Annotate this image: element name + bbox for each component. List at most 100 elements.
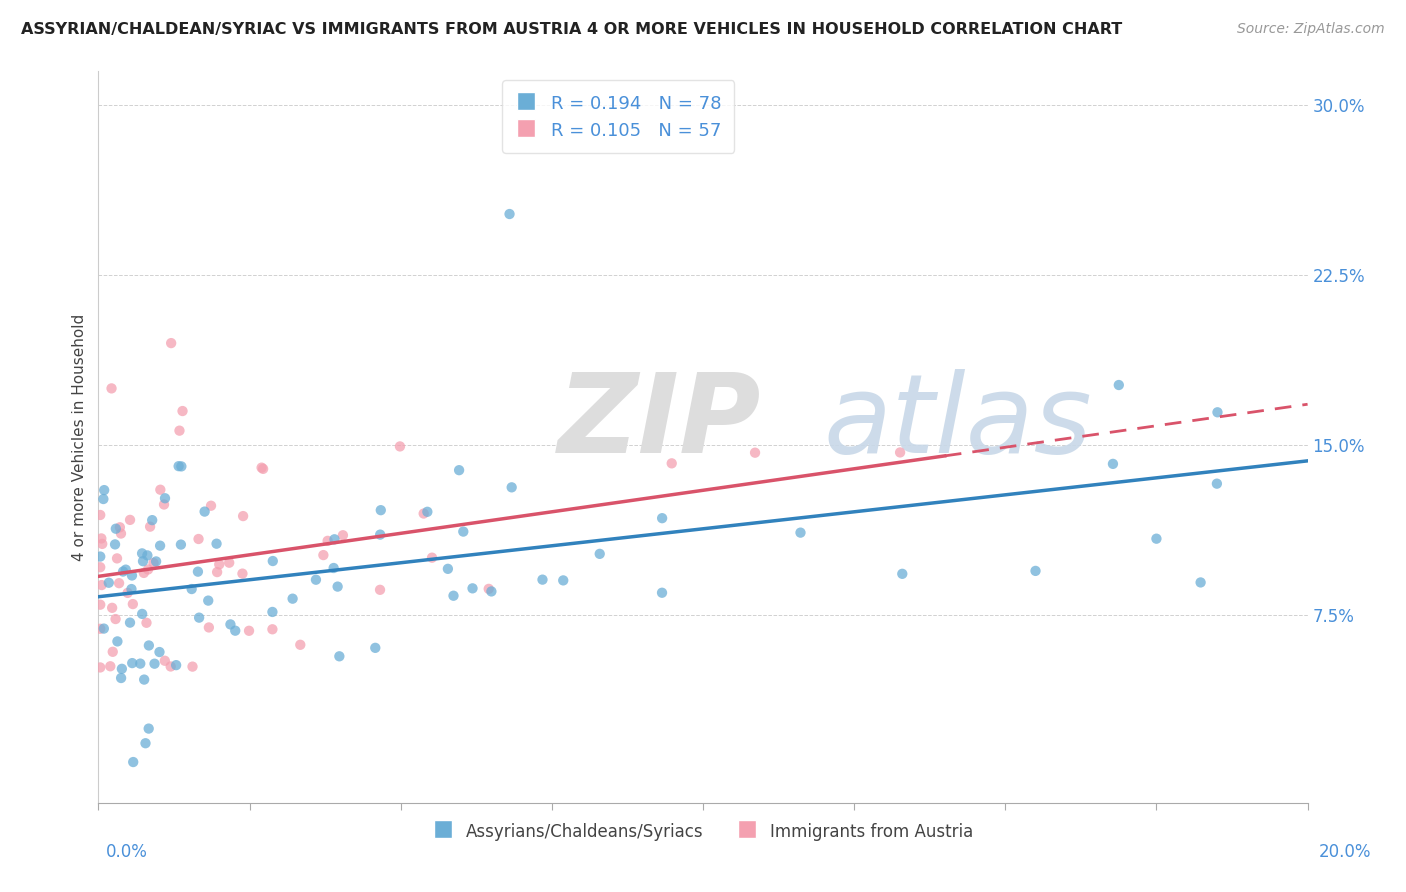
Point — [136, 549, 159, 563]
Point — [112, 565, 135, 579]
Point — [121, 568, 143, 582]
Point — [153, 654, 176, 668]
Point — [218, 556, 240, 570]
Point — [181, 659, 204, 673]
Point — [131, 607, 153, 621]
Point — [91, 537, 114, 551]
Point — [134, 736, 156, 750]
Point — [138, 722, 160, 736]
Point — [651, 586, 673, 600]
Point — [104, 522, 127, 536]
Point — [368, 582, 391, 597]
Point — [165, 658, 187, 673]
Point — [180, 582, 202, 596]
Point — [262, 554, 284, 568]
Point — [453, 524, 475, 539]
Point — [93, 622, 115, 636]
Text: ZIP: ZIP — [558, 369, 762, 476]
Point — [149, 483, 172, 497]
Point — [449, 463, 471, 477]
Point — [167, 459, 190, 474]
Point — [89, 549, 111, 564]
Point — [90, 578, 112, 592]
Text: ASSYRIAN/CHALDEAN/SYRIAC VS IMMIGRANTS FROM AUSTRIA 4 OR MORE VEHICLES IN HOUSEH: ASSYRIAN/CHALDEAN/SYRIAC VS IMMIGRANTS F… — [21, 22, 1122, 37]
Point — [149, 539, 172, 553]
Point — [1108, 378, 1130, 392]
Point — [416, 505, 439, 519]
Point — [290, 638, 312, 652]
Point — [121, 656, 143, 670]
Point — [111, 662, 134, 676]
Point — [661, 456, 683, 470]
Point — [134, 673, 156, 687]
Point — [326, 580, 349, 594]
Point — [498, 207, 520, 221]
Point — [651, 511, 673, 525]
Point — [1189, 575, 1212, 590]
Point — [89, 598, 111, 612]
Point — [104, 612, 127, 626]
Point — [118, 513, 141, 527]
Y-axis label: 4 or more Vehicles in Household: 4 or more Vehicles in Household — [72, 313, 87, 561]
Point — [501, 480, 523, 494]
Point — [589, 547, 612, 561]
Point — [208, 558, 231, 572]
Point — [98, 659, 121, 673]
Point — [205, 537, 228, 551]
Point — [305, 573, 328, 587]
Point — [316, 533, 339, 548]
Point — [188, 610, 211, 624]
Point — [370, 503, 392, 517]
Point — [232, 509, 254, 524]
Point — [889, 445, 911, 459]
Point — [224, 624, 246, 638]
Point — [322, 561, 344, 575]
Point — [141, 513, 163, 527]
Point — [170, 459, 193, 474]
Point — [238, 624, 260, 638]
Point — [89, 560, 111, 574]
Point — [252, 462, 274, 476]
Point — [437, 562, 460, 576]
Point — [100, 381, 122, 395]
Point — [332, 528, 354, 542]
Point — [153, 491, 176, 506]
Point — [104, 537, 127, 551]
Point — [250, 460, 273, 475]
Point — [172, 404, 194, 418]
Point — [744, 446, 766, 460]
Point — [139, 519, 162, 533]
Point — [129, 657, 152, 671]
Point — [1206, 476, 1229, 491]
Point — [136, 562, 159, 576]
Point — [789, 525, 811, 540]
Point — [121, 597, 143, 611]
Point — [143, 657, 166, 671]
Legend: Assyrians/Chaldeans/Syriacs, Immigrants from Austria: Assyrians/Chaldeans/Syriacs, Immigrants … — [425, 814, 981, 849]
Point — [553, 574, 575, 588]
Point — [131, 546, 153, 560]
Point — [110, 526, 132, 541]
Point — [121, 582, 143, 596]
Point — [187, 565, 209, 579]
Text: atlas: atlas — [824, 369, 1092, 476]
Point — [89, 660, 111, 674]
Point — [891, 566, 914, 581]
Point — [1102, 457, 1125, 471]
Point — [108, 576, 131, 591]
Point — [114, 563, 136, 577]
Text: 20.0%: 20.0% — [1319, 843, 1371, 861]
Point — [132, 566, 155, 580]
Point — [101, 645, 124, 659]
Text: 0.0%: 0.0% — [105, 843, 148, 861]
Point — [231, 566, 253, 581]
Point — [135, 615, 157, 630]
Point — [93, 491, 115, 506]
Point — [312, 548, 335, 562]
Point — [145, 554, 167, 568]
Point — [1024, 564, 1046, 578]
Point — [90, 532, 112, 546]
Text: Source: ZipAtlas.com: Source: ZipAtlas.com — [1237, 22, 1385, 37]
Point — [443, 589, 465, 603]
Point — [89, 622, 111, 636]
